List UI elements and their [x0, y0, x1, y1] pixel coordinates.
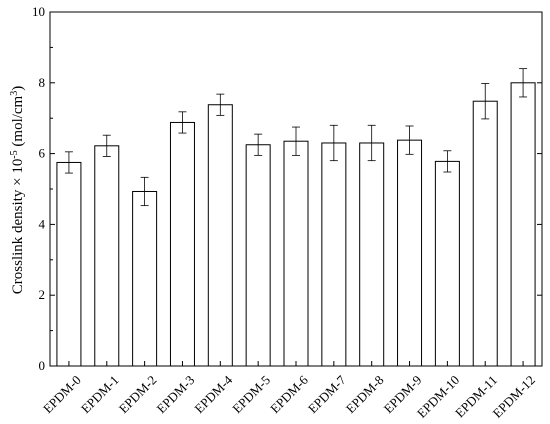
bar-epdm-8 — [359, 142, 385, 367]
bar-epdm-4 — [207, 104, 233, 367]
plot-area — [49, 11, 543, 367]
bar-epdm-11 — [472, 100, 498, 367]
bar-epdm-9 — [397, 139, 423, 367]
bar-epdm-2 — [132, 190, 158, 367]
y-tick-label: 10 — [32, 4, 45, 19]
error-bar-epdm-11 — [481, 83, 490, 120]
x-tick-label: EPDM-0 — [40, 372, 84, 416]
error-bar-epdm-8 — [367, 124, 376, 162]
bar-epdm-7 — [321, 142, 347, 367]
bar-epdm-1 — [94, 145, 120, 367]
error-bar-epdm-9 — [405, 125, 414, 155]
bar-epdm-10 — [434, 160, 460, 367]
error-bar-epdm-6 — [292, 126, 300, 156]
error-bar-epdm-1 — [102, 134, 111, 157]
x-tick-label: EPDM-5 — [229, 372, 273, 416]
y-tick-label: 0 — [39, 358, 46, 373]
error-bar-epdm-0 — [64, 151, 73, 174]
error-bar-epdm-10 — [443, 150, 452, 173]
x-tick-label: EPDM-2 — [116, 372, 160, 416]
y-axis-title-exponent: -5 — [9, 150, 20, 158]
x-tick-label: EPDM-4 — [191, 372, 235, 416]
y-axis-title: Crosslink density × 10-5 (mol/cm3) — [9, 86, 27, 294]
y-axis-title-unit-open: (mol/cm — [10, 95, 26, 150]
bar-epdm-12 — [510, 82, 536, 367]
error-bar-epdm-5 — [254, 133, 263, 156]
bar-epdm-0 — [56, 161, 82, 367]
error-bar-epdm-7 — [329, 124, 338, 162]
bar-epdm-6 — [283, 140, 309, 367]
x-tick-label: EPDM-7 — [305, 372, 349, 416]
y-axis-title-unit-exponent: 3 — [9, 91, 20, 96]
y-tick-label: 8 — [39, 75, 46, 90]
y-axis-title-prefix: Crosslink density × 10 — [10, 159, 26, 295]
y-tick-label: 6 — [39, 146, 46, 161]
bar-epdm-3 — [169, 121, 195, 367]
x-axis: EPDM-0EPDM-1EPDM-2EPDM-3EPDM-4EPDM-5EPDM… — [40, 361, 538, 421]
error-bar-epdm-4 — [216, 93, 225, 116]
y-tick-label: 4 — [39, 216, 46, 231]
error-bar-epdm-3 — [178, 111, 187, 134]
y-axis: 0 2 4 6 8 10 — [32, 4, 542, 373]
bar-epdm-5 — [245, 144, 271, 367]
error-bar-epdm-12 — [519, 68, 528, 98]
y-tick-label: 2 — [39, 287, 46, 302]
x-tick-label: EPDM-3 — [154, 372, 198, 416]
error-bar-epdm-2 — [140, 176, 149, 207]
x-tick-label: EPDM-8 — [343, 372, 387, 416]
y-axis-title-unit-close: ) — [10, 86, 26, 91]
x-tick-label: EPDM-1 — [78, 372, 122, 416]
x-tick-label: EPDM-6 — [267, 372, 311, 416]
x-tick-label: EPDM-12 — [490, 372, 538, 420]
